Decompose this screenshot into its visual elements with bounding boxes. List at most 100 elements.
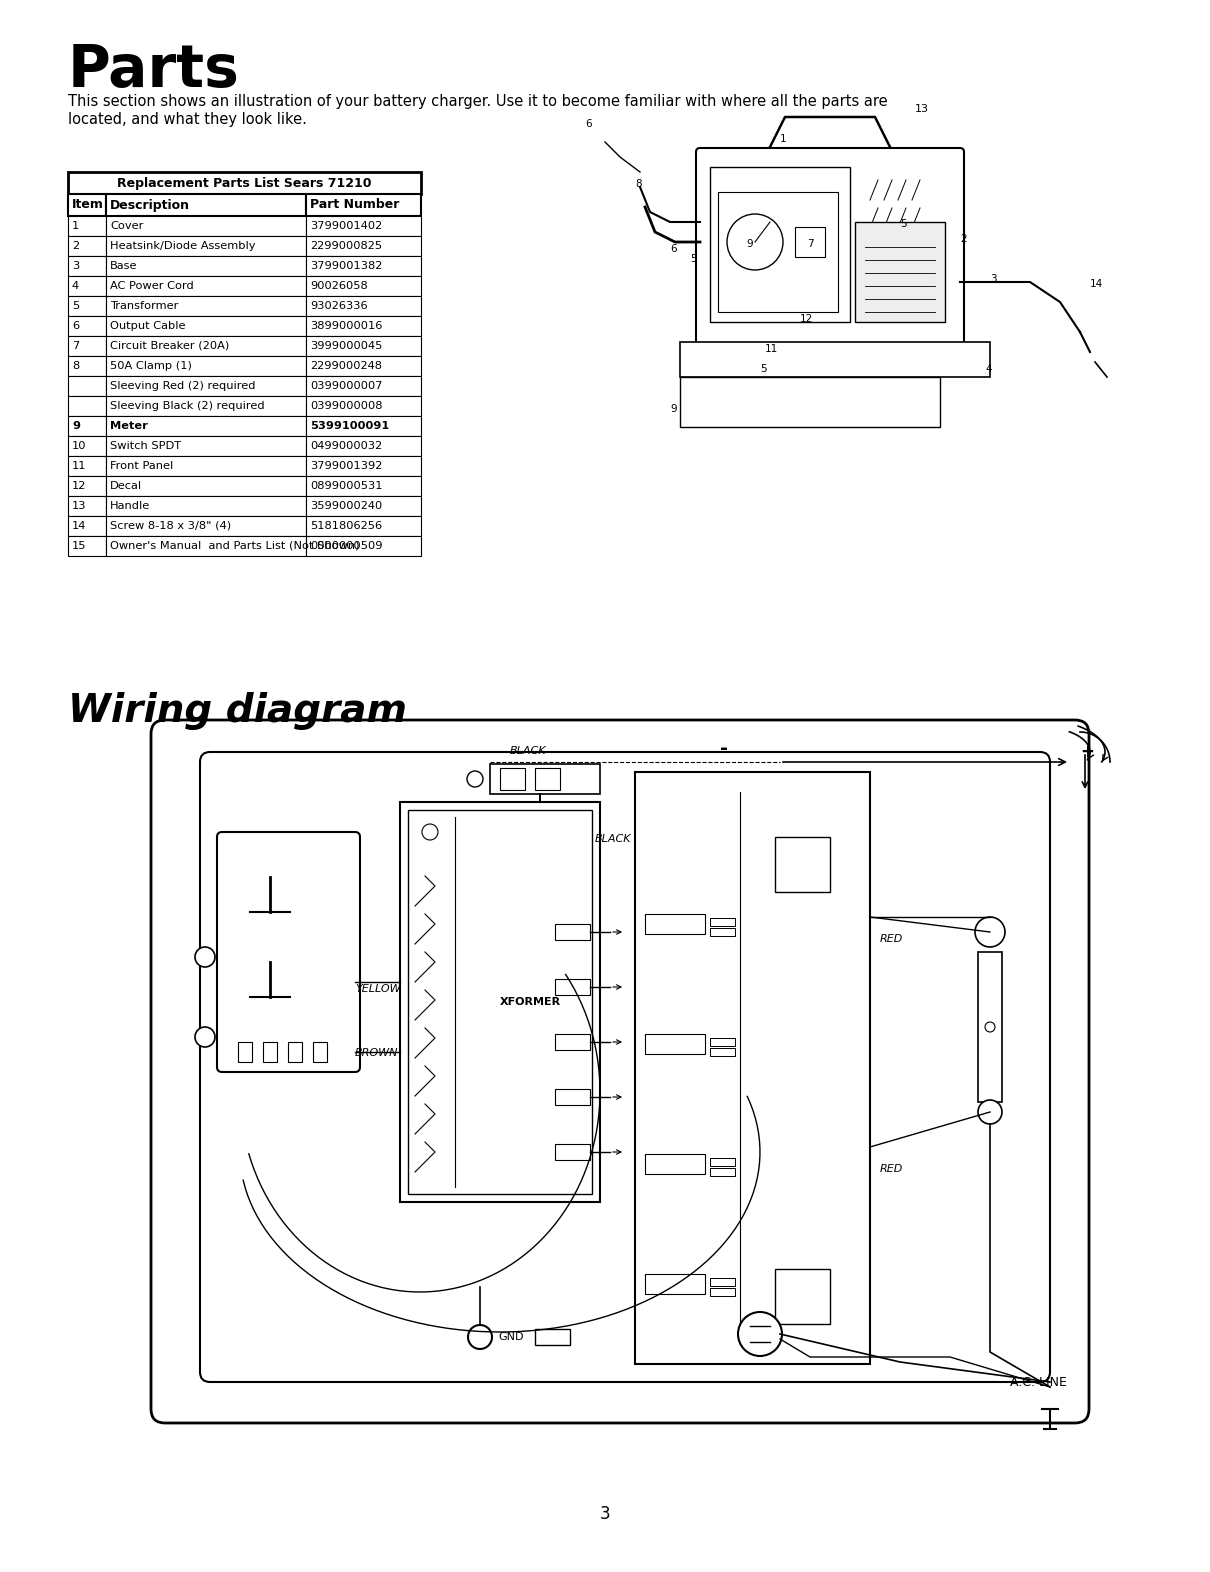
Text: 14: 14	[1090, 278, 1104, 289]
Bar	[68, 355, 106, 376]
Text: 3799001402: 3799001402	[310, 222, 382, 231]
Text: 12: 12	[800, 314, 813, 324]
Text: Decal: Decal	[110, 481, 142, 490]
Text: GND: GND	[499, 1331, 524, 1342]
Bar	[306, 336, 421, 355]
Bar	[106, 296, 306, 316]
Bar	[238, 1042, 252, 1063]
Circle shape	[738, 1313, 782, 1357]
Bar	[306, 417, 421, 435]
Text: Meter: Meter	[110, 421, 148, 431]
Bar	[106, 336, 306, 355]
Bar	[68, 296, 106, 316]
Bar	[306, 256, 421, 277]
Text: Wiring diagram: Wiring diagram	[68, 692, 407, 729]
Text: 6: 6	[73, 321, 79, 332]
Bar	[306, 497, 421, 516]
Bar	[306, 456, 421, 476]
Text: Item: Item	[73, 198, 104, 212]
Text: 6: 6	[670, 244, 676, 255]
Bar	[645, 1034, 705, 1053]
Bar	[645, 1154, 705, 1174]
Text: 5181806256: 5181806256	[310, 520, 382, 531]
Bar	[106, 355, 306, 376]
Circle shape	[195, 946, 215, 967]
Text: Circuit Breaker (20A): Circuit Breaker (20A)	[110, 341, 229, 351]
Circle shape	[985, 1022, 995, 1031]
Bar	[306, 236, 421, 256]
Bar	[68, 171, 421, 193]
Circle shape	[422, 824, 438, 839]
FancyBboxPatch shape	[200, 751, 1050, 1382]
Text: 3899000016: 3899000016	[310, 321, 382, 332]
Bar	[645, 1273, 705, 1294]
Text: 4: 4	[73, 281, 79, 291]
Bar	[68, 417, 106, 435]
Bar	[68, 536, 106, 556]
Bar	[635, 772, 870, 1364]
Bar	[106, 476, 306, 497]
Bar	[710, 167, 849, 322]
Text: AC Power Cord: AC Power Cord	[110, 281, 194, 291]
Circle shape	[978, 1100, 1002, 1124]
Bar	[106, 215, 306, 236]
Text: Description: Description	[110, 198, 190, 212]
Bar	[106, 417, 306, 435]
Bar	[645, 913, 705, 934]
Bar	[306, 215, 421, 236]
Text: Sleeving Black (2) required: Sleeving Black (2) required	[110, 401, 265, 410]
Text: Switch SPDT: Switch SPDT	[110, 442, 182, 451]
Bar	[306, 355, 421, 376]
Bar	[555, 1144, 590, 1160]
Text: 13: 13	[73, 501, 86, 511]
Text: 13: 13	[915, 104, 929, 115]
Bar	[263, 1042, 277, 1063]
Text: 5: 5	[73, 300, 79, 311]
Bar	[68, 396, 106, 417]
Text: BLACK: BLACK	[595, 835, 632, 844]
Text: 3: 3	[600, 1504, 610, 1523]
Text: 8: 8	[635, 179, 641, 189]
Text: BLACK: BLACK	[509, 747, 547, 756]
Bar	[106, 376, 306, 396]
Text: 7: 7	[807, 239, 813, 248]
Text: 50A Clamp (1): 50A Clamp (1)	[110, 362, 192, 371]
Bar	[710, 927, 734, 935]
Text: 0399000008: 0399000008	[310, 401, 382, 410]
Bar	[710, 918, 734, 926]
Text: 10: 10	[73, 442, 86, 451]
Text: 0399000007: 0399000007	[310, 380, 382, 391]
Bar	[106, 396, 306, 417]
Bar	[68, 215, 106, 236]
Text: Handle: Handle	[110, 501, 150, 511]
Bar	[555, 1089, 590, 1105]
Text: -: -	[720, 739, 728, 758]
Text: 15: 15	[73, 541, 86, 552]
Text: +: +	[1081, 744, 1094, 761]
Text: 93026336: 93026336	[310, 300, 368, 311]
Bar	[555, 924, 590, 940]
Text: 14: 14	[73, 520, 86, 531]
Bar	[306, 516, 421, 536]
Text: 0899000531: 0899000531	[310, 481, 382, 490]
Bar	[68, 476, 106, 497]
Text: 2: 2	[73, 241, 79, 252]
Text: RED: RED	[880, 1163, 904, 1174]
Bar	[306, 435, 421, 456]
Text: 3599000240: 3599000240	[310, 501, 382, 511]
Text: Base: Base	[110, 261, 138, 270]
Bar	[555, 1034, 590, 1050]
Text: 1: 1	[780, 134, 786, 145]
Text: 1: 1	[73, 222, 79, 231]
Text: 90026058: 90026058	[310, 281, 368, 291]
Bar	[795, 226, 825, 256]
Text: Screw 8-18 x 3/8" (4): Screw 8-18 x 3/8" (4)	[110, 520, 231, 531]
Bar	[306, 376, 421, 396]
Text: Front Panel: Front Panel	[110, 461, 173, 472]
Text: A.C. LINE: A.C. LINE	[1010, 1376, 1067, 1388]
Bar	[710, 1038, 734, 1045]
Bar	[710, 1159, 734, 1166]
Circle shape	[468, 1325, 492, 1349]
Circle shape	[975, 916, 1006, 946]
Bar	[306, 193, 421, 215]
